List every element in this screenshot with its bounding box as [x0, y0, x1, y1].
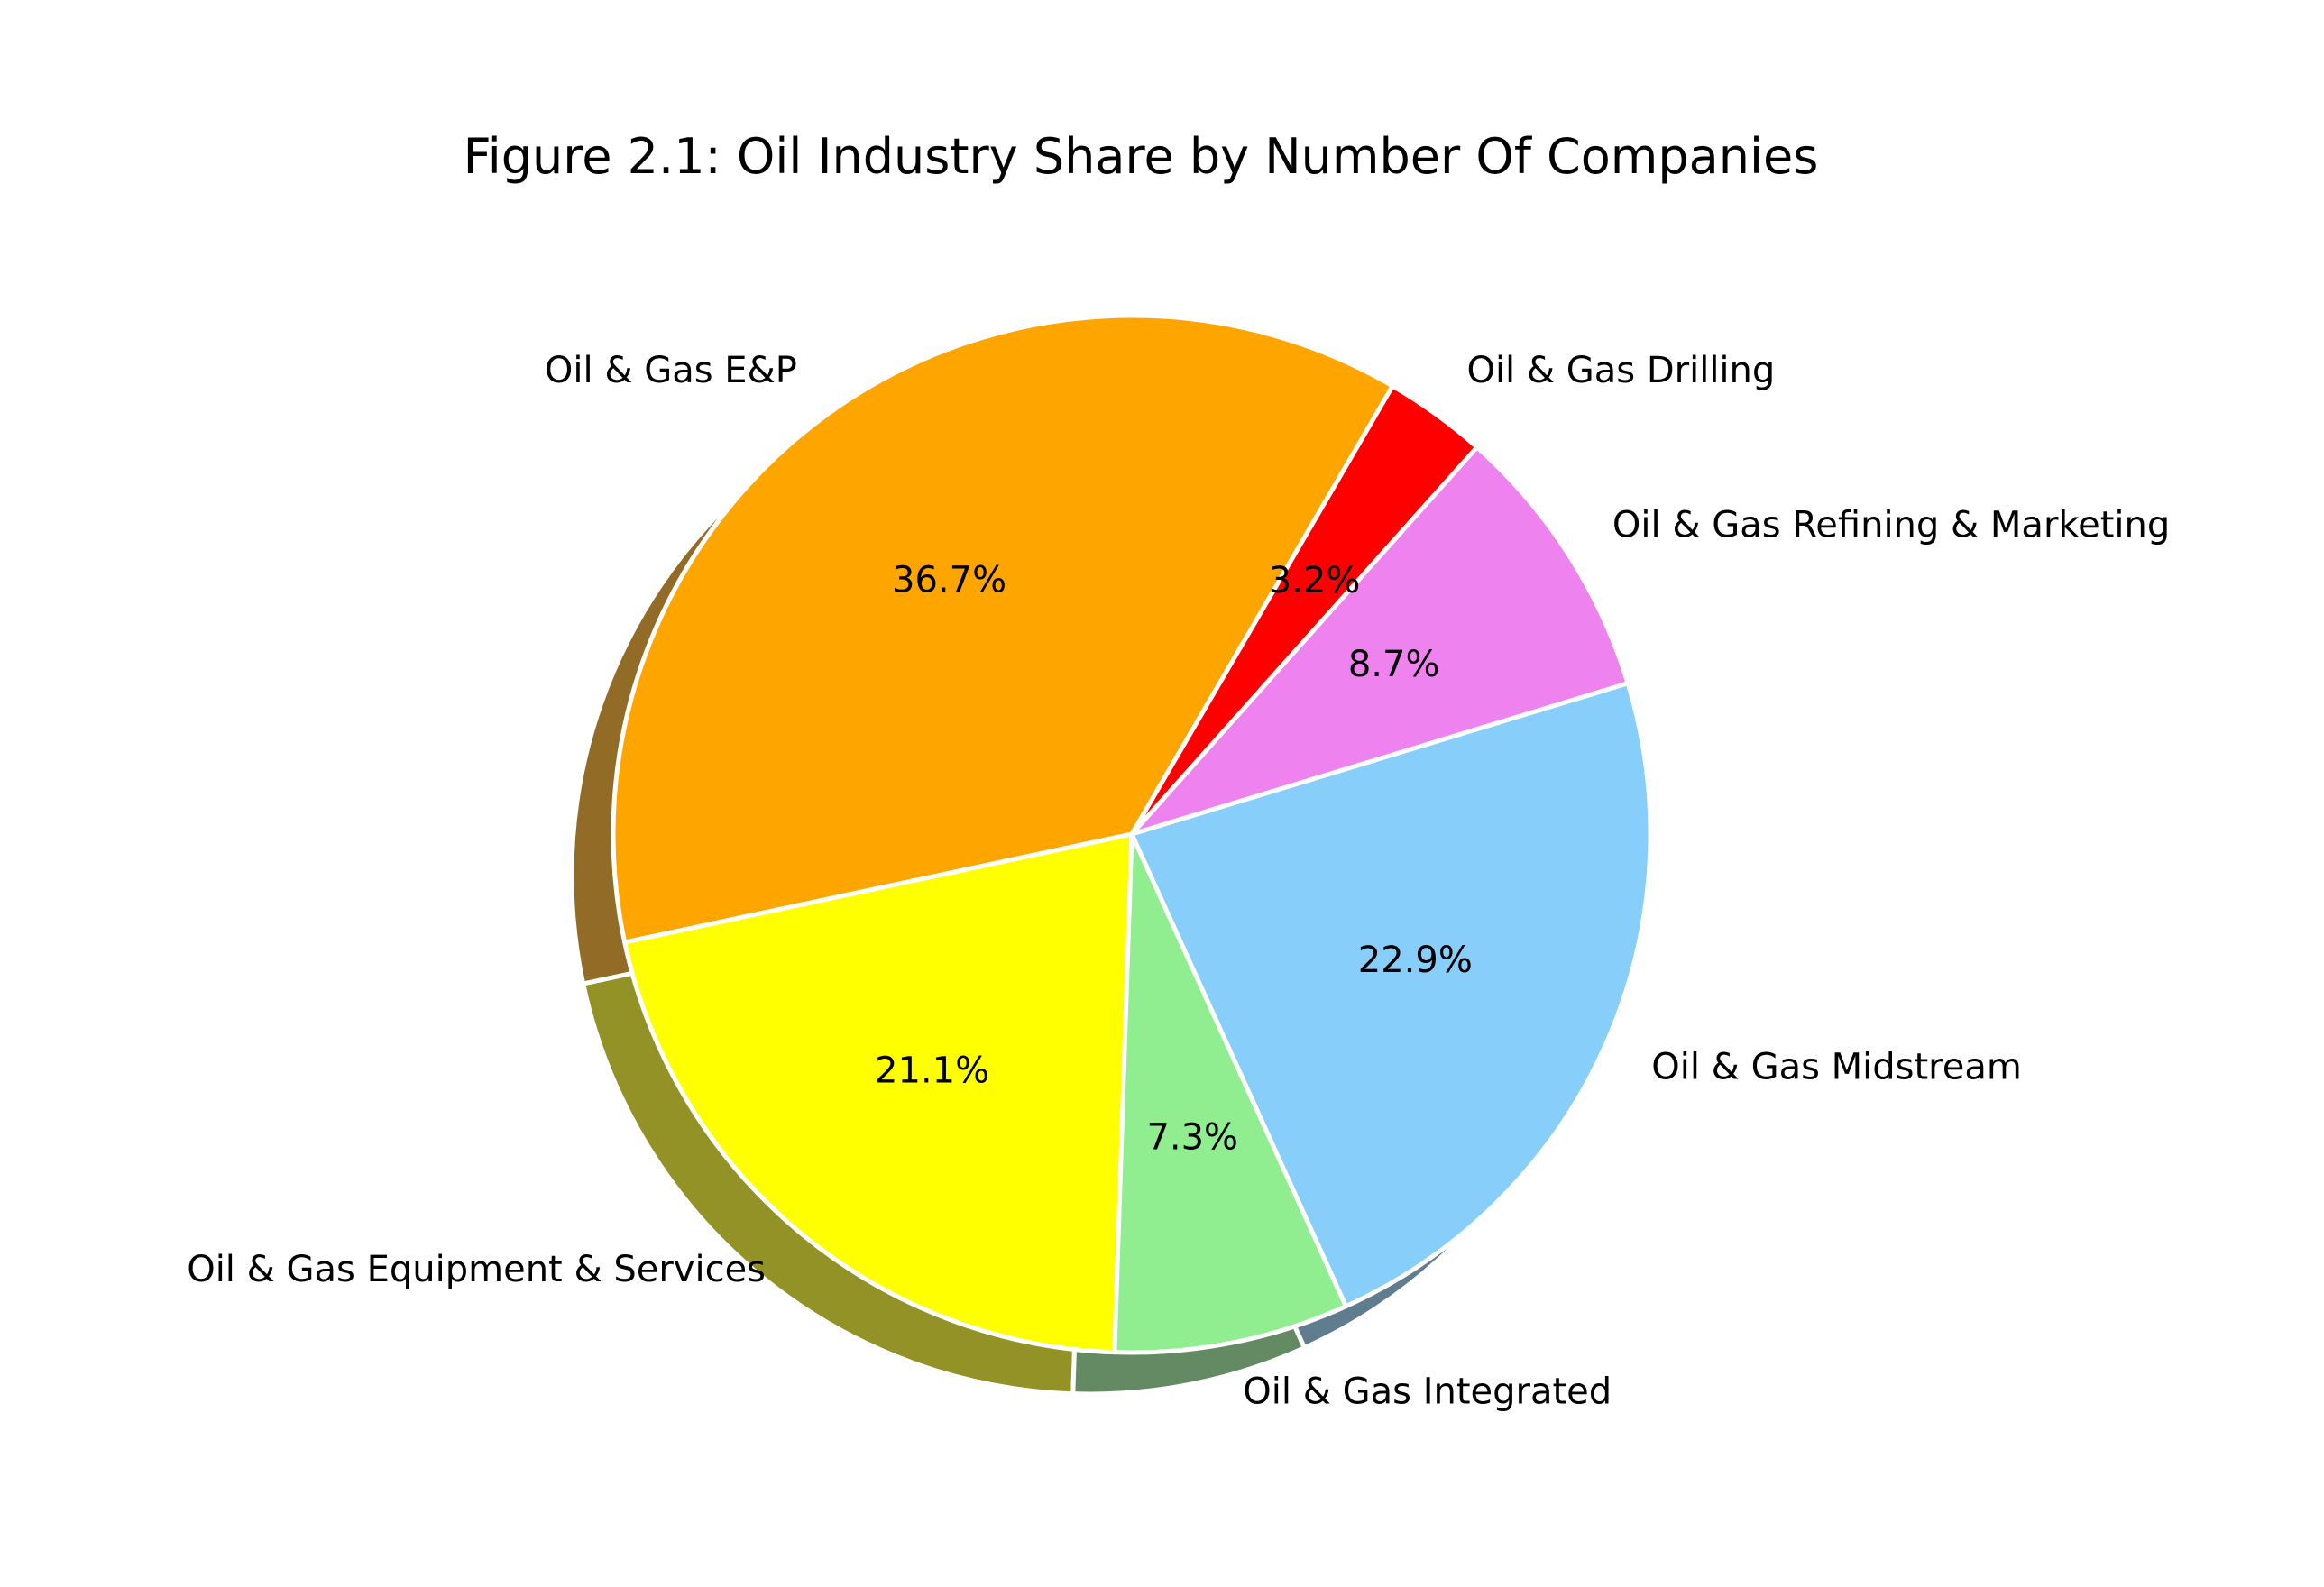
slice-label-oil-and-gas-midstream: Oil & Gas Midstream: [1651, 1047, 2022, 1088]
slice-label-oil-and-gas-eandp: Oil & Gas E&P: [545, 350, 797, 391]
slice-oil-and-gas-eandp: [611, 313, 1395, 945]
slice-oil-and-gas-refining-and-marketing: [1129, 445, 1630, 837]
slice-label-oil-and-gas-refining-and-marketing: Oil & Gas Refining & Marketing: [1612, 504, 2170, 546]
pct-label-oil-and-gas-equipment-and-services: 21.1%: [875, 1050, 989, 1092]
pie-slices: [611, 313, 1653, 1355]
pie-labels: Oil & Gas E&P 36.7% Oil & Gas Equipment & …: [187, 350, 2170, 1413]
pct-label-oil-and-gas-drilling: 3.2%: [1269, 560, 1361, 601]
pct-label-oil-and-gas-midstream: 22.9%: [1358, 940, 1473, 981]
pct-label-oil-and-gas-integrated: 7.3%: [1146, 1116, 1238, 1158]
pct-label-oil-and-gas-refining-and-marketing: 8.7%: [1348, 644, 1440, 685]
pct-label-oil-and-gas-eandp: 36.7%: [892, 560, 1006, 601]
slice-label-oil-and-gas-integrated: Oil & Gas Integrated: [1243, 1371, 1612, 1412]
slice-oil-and-gas-equipment-and-services: [622, 831, 1134, 1355]
slice-label-oil-and-gas-equipment-and-services: Oil & Gas Equipment & Services: [187, 1249, 766, 1290]
slice-label-oil-and-gas-drilling: Oil & Gas Drilling: [1466, 350, 1775, 391]
slice-oil-and-gas-midstream: [1129, 681, 1653, 1309]
slice-oil-and-gas-integrated: [1112, 831, 1348, 1355]
chart-title: Figure 2.1: Oil Industry Share by Number…: [464, 128, 1819, 185]
slice-oil-and-gas-drilling: [1129, 383, 1480, 837]
